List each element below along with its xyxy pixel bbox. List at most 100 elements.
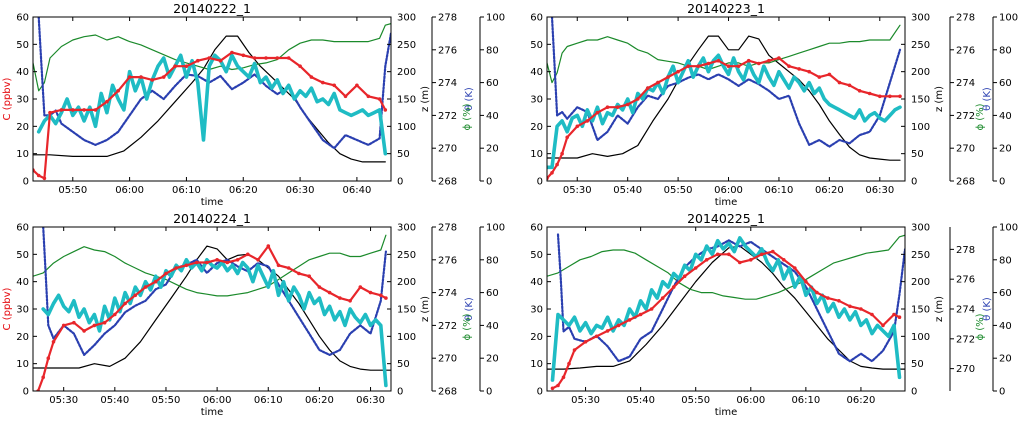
- y-tick-label-z: 200: [397, 67, 416, 78]
- data-point-C-ozone: [671, 285, 676, 289]
- data-point-C-ozone: [878, 94, 882, 99]
- data-point-C-ozone: [161, 75, 166, 79]
- y-tick-label-C: 20: [16, 122, 29, 133]
- y-axis-label-phi: ϕ (%): [462, 313, 473, 340]
- data-point-C-ozone: [266, 244, 271, 248]
- x-tick-label: 06:10: [765, 185, 794, 196]
- chart-title: 20140224_1: [173, 211, 251, 226]
- data-point-C-ozone: [757, 61, 761, 66]
- chart-title: 20140222_1: [173, 1, 251, 16]
- data-point-C-ozone: [847, 83, 852, 88]
- x-tick-label: 06:00: [736, 395, 765, 406]
- y-tick-label-z: 50: [911, 149, 924, 160]
- y-tick-label-z: 300: [911, 223, 930, 234]
- y-tick-label-z: 150: [397, 305, 416, 316]
- y-tick-label-theta: 276: [956, 45, 975, 56]
- y-tick-label-z: 150: [911, 95, 930, 106]
- data-point-C-ozone: [797, 67, 801, 71]
- y-tick-label-z: 50: [397, 149, 410, 160]
- data-point-C-ozone: [366, 94, 371, 99]
- y-tick-label-C: 20: [530, 122, 543, 133]
- x-tick-label: 06:00: [203, 395, 232, 406]
- data-point-C-ozone: [307, 274, 312, 279]
- x-axis-label: time: [715, 407, 738, 418]
- y-tick-label-theta: 270: [438, 354, 457, 365]
- data-point-C-ozone: [560, 151, 564, 156]
- data-point-C-ozone: [327, 290, 332, 295]
- y-tick-label-theta: 274: [438, 288, 457, 299]
- y-tick-label-z: 0: [911, 387, 917, 398]
- data-point-C-ozone: [837, 80, 842, 85]
- data-point-C-ozone: [782, 258, 786, 262]
- y-tick-label-phi: 100: [999, 223, 1018, 234]
- y-tick-label-theta: 278: [438, 13, 457, 24]
- data-point-C-ozone: [787, 64, 791, 68]
- y-tick-label-z: 0: [397, 177, 403, 188]
- chart-title: 20140223_1: [687, 1, 765, 16]
- y-axis-label-z: z (m): [420, 296, 431, 322]
- y-tick-label-z: 300: [397, 13, 416, 24]
- x-tick-label: 05:30: [563, 185, 592, 196]
- x-tick-label: 06:00: [714, 185, 743, 196]
- y-tick-label-z: 250: [911, 40, 930, 51]
- data-point-C-ozone: [898, 94, 902, 99]
- data-point-C-ozone: [716, 58, 721, 63]
- y-tick-label-phi: 40: [999, 321, 1012, 332]
- series-line-z-height: [33, 35, 386, 163]
- series-line-theta: [42, 227, 387, 356]
- y-tick-label-C: 30: [530, 305, 543, 316]
- series-line-z-height: [547, 35, 901, 161]
- x-tick-label: 05:50: [152, 395, 181, 406]
- data-point-C-ozone: [113, 312, 117, 317]
- data-point-C-ozone: [616, 323, 621, 328]
- x-tick-label: 05:50: [681, 395, 710, 406]
- data-point-C-ozone: [605, 329, 610, 333]
- y-tick-label-theta: 276: [956, 275, 975, 286]
- data-point-C-ozone: [565, 135, 569, 140]
- x-tick-label: 06:00: [115, 185, 144, 196]
- y-tick-label-phi: 0: [486, 177, 492, 188]
- series-group: [547, 17, 902, 181]
- y-tick-label-theta: 272: [438, 111, 457, 122]
- y-tick-label-theta: 272: [438, 321, 457, 332]
- y-tick-label-z: 250: [911, 250, 930, 261]
- data-point-C-ozone: [196, 58, 200, 63]
- series-line-C-ozone: [33, 51, 387, 180]
- y-tick-label-phi: 40: [486, 111, 499, 122]
- y-tick-label-theta: 272: [956, 111, 975, 122]
- x-tick-label: 06:10: [172, 185, 201, 196]
- data-point-C-ozone: [550, 171, 554, 175]
- y-tick-label-z: 250: [397, 250, 416, 261]
- x-tick-label: 05:30: [49, 395, 78, 406]
- y-tick-label-z: 100: [911, 332, 930, 343]
- data-point-C-ozone: [736, 64, 741, 68]
- data-point-C-ozone: [46, 356, 51, 361]
- y-axis-label-C: C (ppbv): [2, 77, 13, 120]
- y-tick-label-C: 0: [23, 177, 29, 188]
- data-point-C-ozone: [286, 266, 291, 270]
- y-tick-label-z: 300: [911, 13, 930, 24]
- y-tick-label-C: 30: [16, 305, 29, 316]
- data-point-C-ozone: [127, 75, 132, 79]
- series-line-C-aircraft: [36, 53, 388, 156]
- data-point-C-ozone: [123, 301, 127, 306]
- y-tick-label-C: 40: [16, 277, 29, 288]
- y-tick-label-phi: 40: [486, 321, 499, 332]
- data-point-C-ozone: [556, 383, 560, 388]
- data-point-C-ozone: [706, 61, 711, 66]
- data-point-C-ozone: [164, 271, 168, 276]
- data-point-C-ozone: [777, 56, 781, 60]
- y-tick-label-C: 60: [16, 223, 29, 234]
- series-line-phi-humidity: [33, 234, 387, 297]
- data-point-C-ozone: [264, 56, 268, 60]
- chart-title: 20140225_1: [687, 211, 765, 226]
- y-tick-label-C: 0: [23, 387, 29, 398]
- y-tick-label-theta: 272: [956, 334, 975, 345]
- data-point-C-ozone: [807, 69, 811, 74]
- series-group: [547, 233, 905, 391]
- y-tick-label-theta: 270: [438, 144, 457, 155]
- data-point-C-ozone: [358, 285, 363, 289]
- data-point-C-ozone: [377, 97, 382, 101]
- x-tick-label: 05:50: [58, 185, 87, 196]
